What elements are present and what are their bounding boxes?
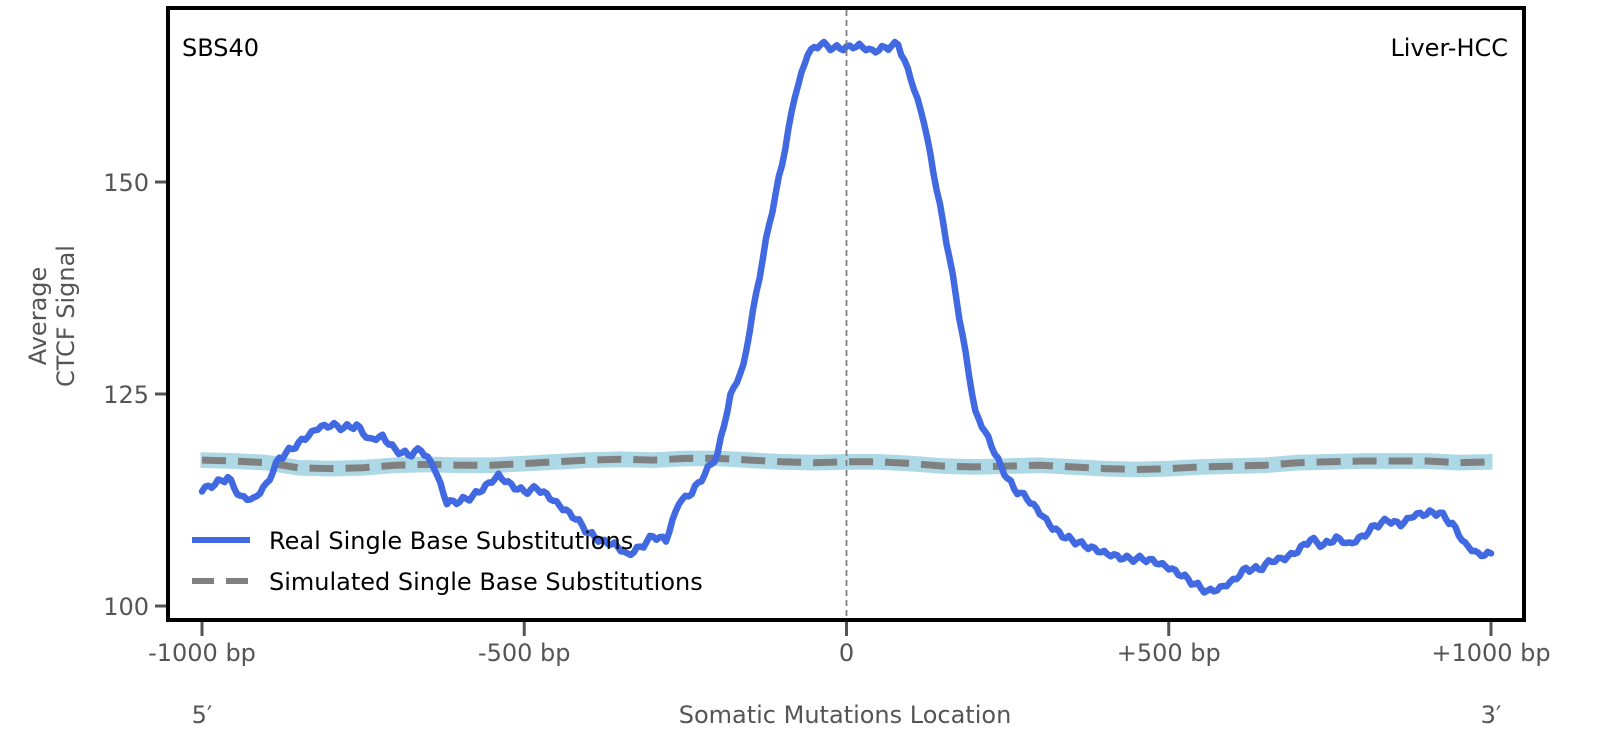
y-axis-title-line-2: CTCF Signal: [52, 245, 80, 387]
x-tick-label: +1000 bp: [1431, 639, 1550, 667]
five-prime-label: 5′: [192, 701, 213, 729]
x-axis-title: Somatic Mutations Location: [679, 701, 1012, 729]
plot-frame: [166, 6, 1526, 622]
y-axis-title: Average CTCF Signal: [24, 245, 80, 387]
cancer-type-label: Liver-HCC: [1390, 34, 1508, 62]
y-axis-title-line-1: Average: [24, 267, 52, 366]
legend-simulated-label: Simulated Single Base Substitutions: [269, 568, 703, 596]
y-tick-label: 150: [103, 169, 149, 197]
real-series-line: [198, 38, 1495, 596]
three-prime-label: 3′: [1481, 701, 1502, 729]
legend: Real Single Base Substitutions Simulated…: [192, 527, 703, 596]
legend-real-label: Real Single Base Substitutions: [269, 527, 633, 555]
x-tick-label: -500 bp: [478, 639, 571, 667]
y-tick-label: 125: [103, 381, 149, 409]
x-tick-label: 0: [839, 639, 854, 667]
x-tick-label: -1000 bp: [148, 639, 256, 667]
real-series-layer: [198, 38, 1495, 596]
y-axis-ticks: 100 125 150: [103, 169, 166, 621]
x-axis-ticks: -1000 bp -500 bp 0 +500 bp +1000 bp: [148, 622, 1551, 667]
x-tick-label: +500 bp: [1117, 639, 1221, 667]
signature-label: SBS40: [182, 34, 259, 62]
y-tick-label: 100: [103, 593, 149, 621]
